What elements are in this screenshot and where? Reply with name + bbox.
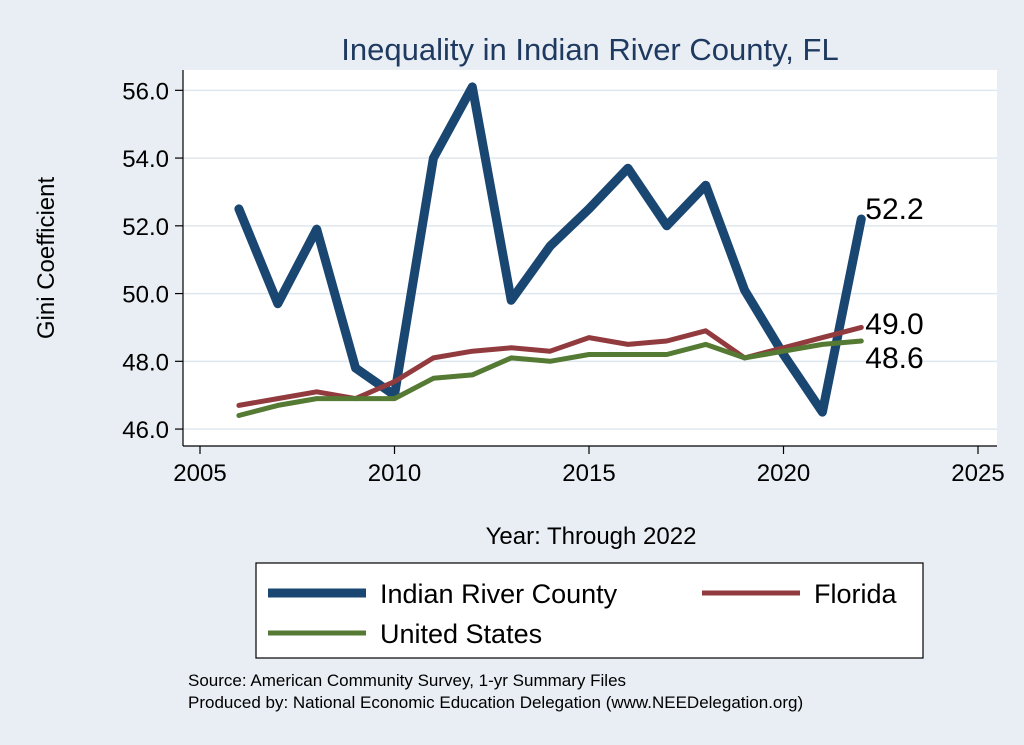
series-lines	[234, 82, 866, 418]
y-tick-label-56-0: 56.0	[122, 78, 169, 105]
x-tick-label-2015: 2015	[562, 460, 615, 487]
x-tick-label-2005: 2005	[173, 460, 226, 487]
source-line-1: Source: American Community Survey, 1-yr …	[188, 671, 626, 690]
series-line-united-states	[236, 338, 864, 418]
x-ticks: 2005 2010 2015 2020 2025	[173, 446, 1005, 487]
source-line-2: Produced by: National Economic Education…	[188, 693, 803, 712]
legend: Indian River County Florida United State…	[255, 562, 924, 659]
x-tick-label-2025: 2025	[951, 460, 1004, 487]
y-tick-label-54-0: 54.0	[122, 146, 169, 173]
y-tick-label-52-0: 52.0	[122, 214, 169, 241]
plot-area	[183, 70, 997, 446]
y-tick-label-50-0: 50.0	[122, 282, 169, 309]
end-labels: 52.2 49.048.6	[865, 193, 923, 375]
legend-label-indian-river: Indian River County	[380, 579, 618, 609]
end-label-united-states: 48.6	[865, 342, 923, 375]
x-tick-label-2010: 2010	[368, 460, 421, 487]
end-label-florida: 49.0	[865, 308, 923, 341]
series-line-indian-river-county	[234, 82, 866, 417]
y-axis-title: Gini Coefficient	[33, 177, 60, 340]
y-ticks: 46.0 48.0 50.0 52.0 54.0 56.0	[122, 78, 183, 444]
legend-label-florida: Florida	[814, 579, 898, 609]
chart-title: Inequality in Indian River County, FL	[341, 32, 838, 67]
legend-label-united-states: United States	[380, 619, 542, 649]
y-tick-label-48-0: 48.0	[122, 349, 169, 376]
legend-box	[255, 562, 924, 659]
end-label-indian-river-county: 52.2	[865, 193, 923, 226]
x-tick-label-2020: 2020	[757, 460, 810, 487]
x-axis-title: Year: Through 2022	[486, 523, 697, 550]
y-tick-label-46-0: 46.0	[122, 417, 169, 444]
